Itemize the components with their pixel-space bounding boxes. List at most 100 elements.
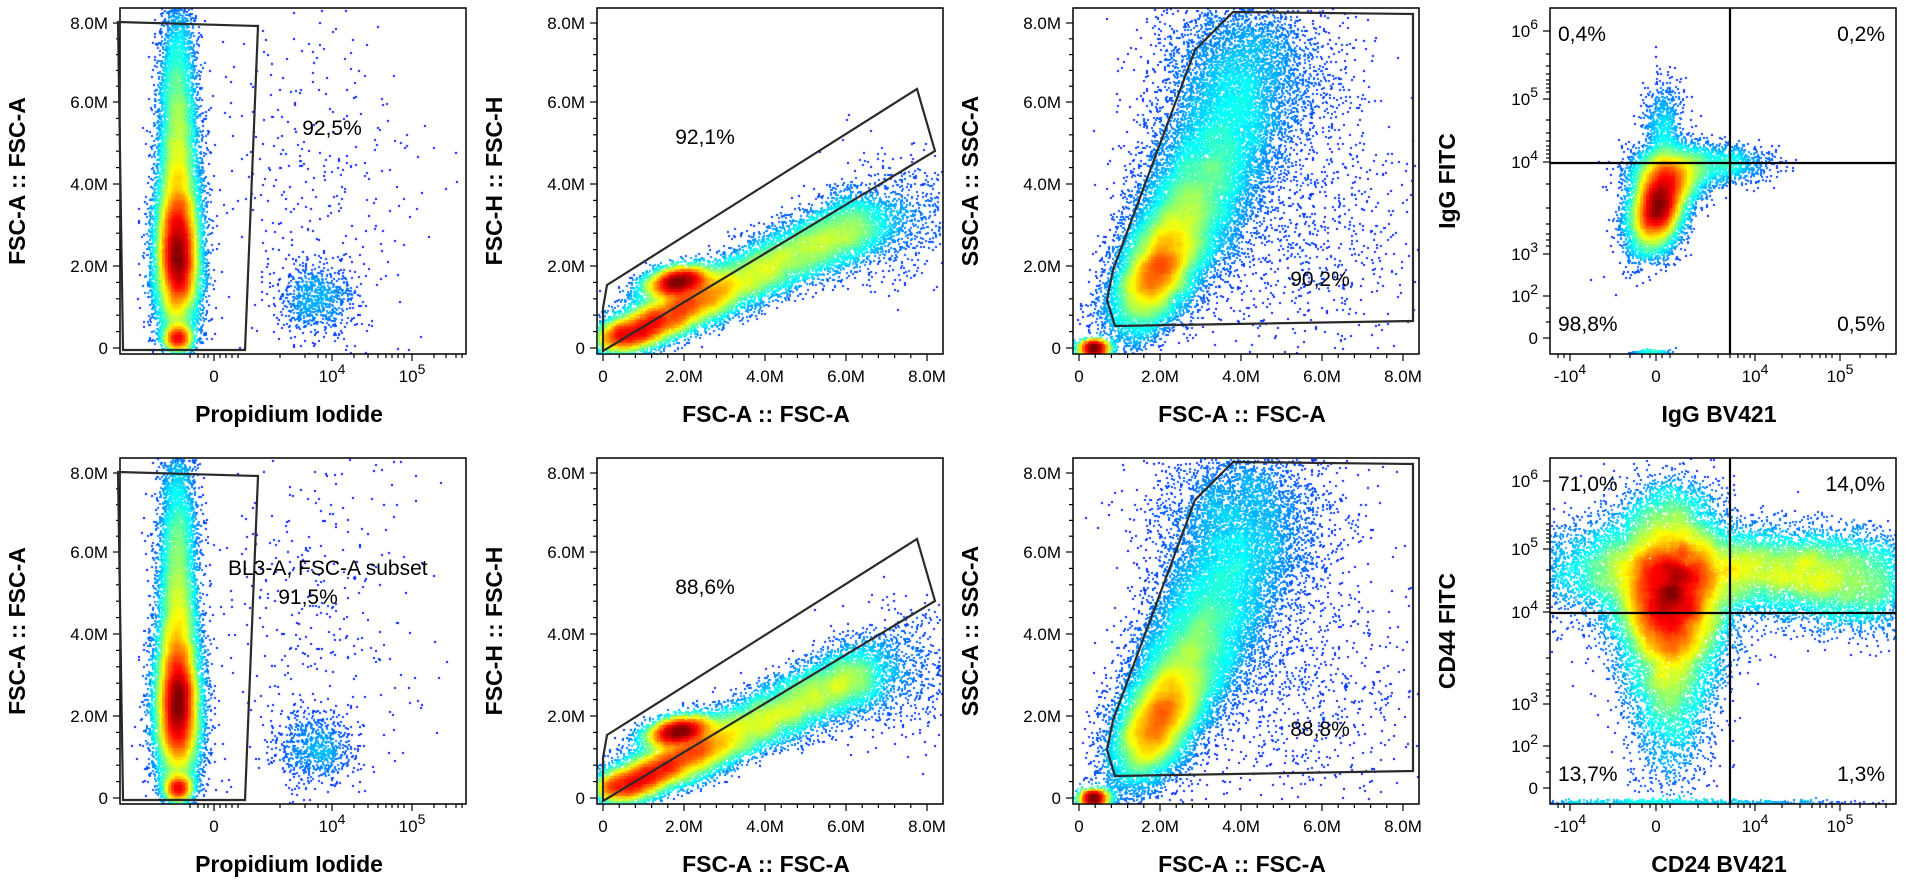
density-dots	[1550, 458, 1896, 804]
x-tick-label: 2.0M	[665, 367, 703, 386]
quadrant-top-right-label: 0,2%	[1837, 23, 1885, 46]
plot-frame	[1549, 457, 1897, 805]
x-tick-label: 2.0M	[1141, 367, 1179, 386]
y-tick-label: 104	[1511, 597, 1538, 622]
density-dots	[1073, 458, 1419, 804]
x-tick-label: 6.0M	[827, 817, 865, 836]
gate-percentage: 88,8%	[1290, 718, 1350, 741]
x-tick-label: 8.0M	[1384, 367, 1422, 386]
x-axis-title: Propidium Iodide	[195, 851, 383, 877]
y-tick-label: 2.0M	[547, 257, 585, 276]
x-tick-label: 105	[399, 811, 426, 836]
x-tick-label: 8.0M	[908, 367, 946, 386]
x-axis-title: CD24 BV421	[1651, 851, 1787, 877]
y-tick-label: 8.0M	[547, 14, 585, 33]
x-tick-label: 0	[1651, 367, 1660, 386]
gate-outline	[116, 20, 260, 352]
x-tick-label: 0	[598, 367, 607, 386]
x-tick-label: 6.0M	[827, 367, 865, 386]
plot-frame	[1549, 7, 1897, 355]
y-tick-label: 2.0M	[70, 257, 108, 276]
gate-outline	[116, 470, 260, 802]
x-tick-label: 4.0M	[746, 817, 784, 836]
y-tick-label: 0	[1052, 789, 1061, 808]
y-tick-label: 102	[1511, 281, 1538, 306]
gate-outline	[601, 87, 937, 353]
y-tick-label: 106	[1511, 16, 1538, 41]
density-dots	[1073, 8, 1419, 354]
y-tick-label: 2.0M	[70, 707, 108, 726]
quadrant-bottom-left-label: 13,7%	[1558, 763, 1618, 786]
gate-outline	[1105, 10, 1415, 328]
plot-frame	[596, 457, 944, 805]
plot-panel-p22: 0 2.0M 4.0M 6.0M 8.0M 0 2.0M 4.0M 6.0M 8.0M FSC-A …	[481, 457, 946, 877]
plot-frame	[1072, 7, 1420, 355]
x-axis-title: Propidium Iodide	[195, 401, 383, 427]
x-tick-label: 104	[319, 811, 346, 836]
plot-panel-p23: 0 2.0M 4.0M 6.0M 8.0M 0 2.0M 4.0M 6.0M 8.0M FSC-A …	[957, 457, 1422, 877]
plot-frame	[596, 7, 944, 355]
quadrant-top-left-label: 71,0%	[1558, 473, 1618, 496]
y-tick-label: 0	[576, 789, 585, 808]
plot-panel-p21: 0 2.0M 4.0M 6.0M 8.0M 0 104 105 Propidium Iodide…	[4, 457, 467, 877]
plot-panel-p12: 0 2.0M 4.0M 6.0M 8.0M 0 2.0M 4.0M 6.0M 8.0M FSC-A …	[481, 7, 946, 427]
y-tick-label: 4.0M	[70, 175, 108, 194]
y-tick-label: 104	[1511, 147, 1538, 172]
y-tick-label: 6.0M	[1023, 93, 1061, 112]
y-tick-label: 2.0M	[1023, 707, 1061, 726]
x-tick-label: 0	[1651, 817, 1660, 836]
y-axis-title: FSC-A :: FSC-A	[4, 547, 30, 715]
y-tick-label: 8.0M	[70, 464, 108, 483]
quadrant-top-left-label: 0,4%	[1558, 23, 1606, 46]
quadrant-bottom-right-label: 0,5%	[1837, 313, 1885, 336]
y-tick-label: 105	[1511, 534, 1538, 559]
x-tick-label: -104	[1554, 811, 1587, 836]
x-axis-title: FSC-A :: FSC-A	[682, 401, 850, 427]
plot-panel-p11: 0 2.0M 4.0M 6.0M 8.0M 0 104 105 Propidium Iodide…	[4, 7, 467, 427]
gate-percentage: 92,1%	[675, 126, 735, 149]
y-axis-title: CD44 FITC	[1434, 573, 1460, 689]
x-axis-title: FSC-A :: FSC-A	[1158, 851, 1326, 877]
x-tick-label: 105	[1827, 811, 1854, 836]
y-tick-label: 106	[1511, 466, 1538, 491]
x-tick-label: 6.0M	[1303, 367, 1341, 386]
y-axis-title: IgG FITC	[1434, 133, 1460, 229]
x-tick-label: 8.0M	[1384, 817, 1422, 836]
y-tick-label: 0	[1052, 339, 1061, 358]
density-dots	[120, 8, 466, 354]
x-tick-label: 105	[399, 361, 426, 386]
x-tick-label: 2.0M	[665, 817, 703, 836]
y-tick-label: 105	[1511, 84, 1538, 109]
y-tick-label: 102	[1511, 731, 1538, 756]
x-tick-label: 104	[1742, 361, 1769, 386]
quadrant-top-right-label: 14,0%	[1825, 473, 1885, 496]
x-tick-label: 4.0M	[746, 367, 784, 386]
plot-panel-p14: 0 102 103 104 105 106 -104 0 104 105 IgG BV421 IgG …	[1434, 7, 1897, 427]
y-tick-label: 8.0M	[1023, 14, 1061, 33]
y-tick-label: 103	[1511, 239, 1538, 264]
x-tick-label: 0	[598, 817, 607, 836]
y-tick-label: 4.0M	[1023, 175, 1061, 194]
gate-outline	[601, 537, 937, 803]
y-tick-label: 8.0M	[70, 14, 108, 33]
x-tick-label: 6.0M	[1303, 817, 1341, 836]
x-tick-label: 2.0M	[1141, 817, 1179, 836]
gate-name: BL3-A, FSC-A subset	[228, 557, 428, 580]
x-tick-label: 8.0M	[908, 817, 946, 836]
plot-panel-p13: 0 2.0M 4.0M 6.0M 8.0M 0 2.0M 4.0M 6.0M 8.0M FSC-A …	[957, 7, 1422, 427]
gate-percentage: 88,6%	[675, 576, 735, 599]
y-axis-title: SSC-A :: SSC-A	[957, 96, 983, 266]
density-dots	[120, 458, 466, 804]
gate-percentage: 90,2%	[1290, 268, 1350, 291]
x-tick-label: 0	[209, 817, 218, 836]
y-tick-label: 6.0M	[70, 543, 108, 562]
y-tick-label: 2.0M	[547, 707, 585, 726]
y-tick-label: 4.0M	[1023, 625, 1061, 644]
y-tick-label: 0	[99, 789, 108, 808]
y-tick-label: 0	[1529, 779, 1538, 798]
x-tick-label: -104	[1554, 361, 1587, 386]
quadrant-bottom-left-label: 98,8%	[1558, 313, 1618, 336]
y-tick-label: 6.0M	[1023, 543, 1061, 562]
y-axis-title: FSC-H :: FSC-H	[481, 547, 507, 716]
